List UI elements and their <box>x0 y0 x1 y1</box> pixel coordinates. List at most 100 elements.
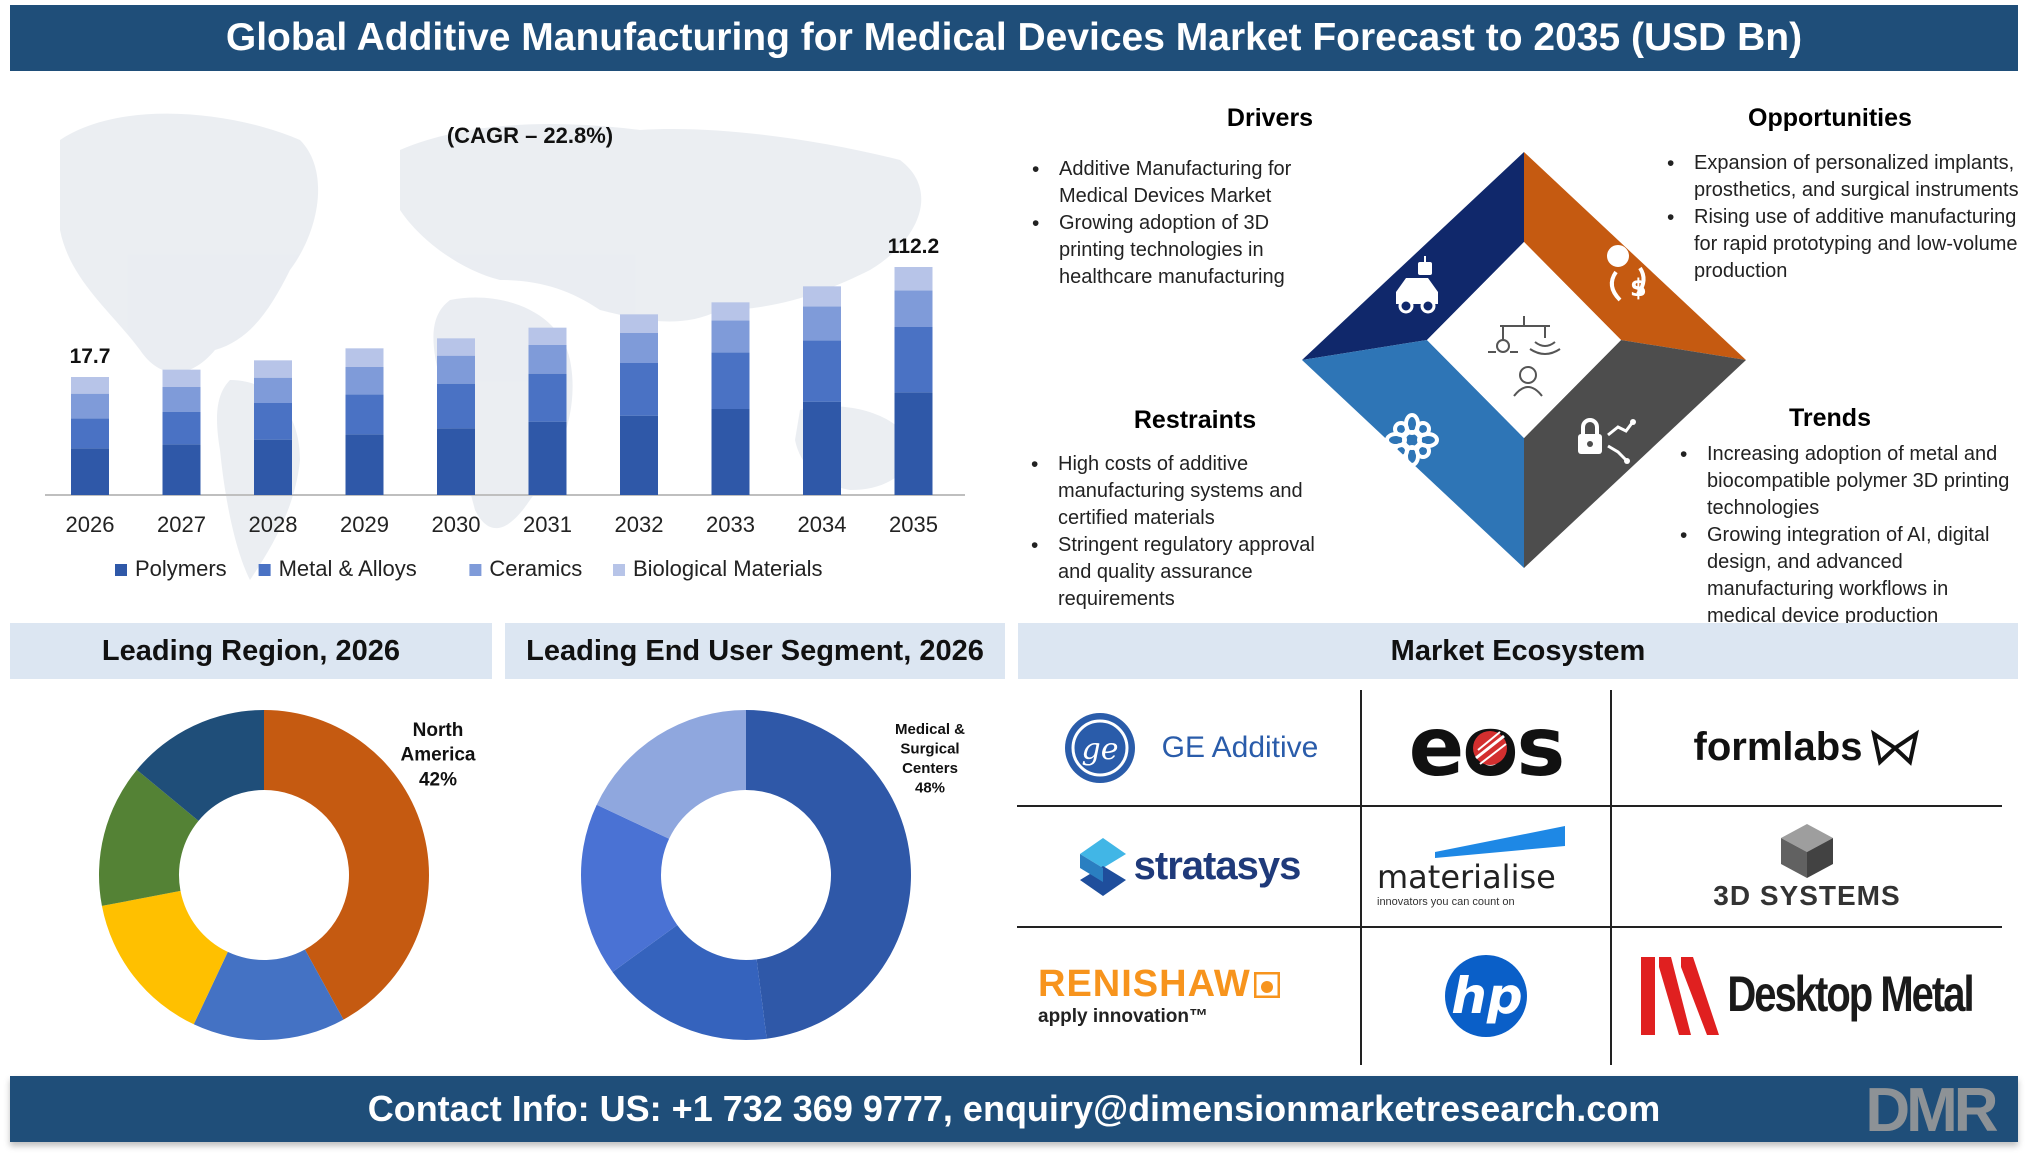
bar-segment <box>71 377 109 394</box>
callout-line: 48% <box>915 780 945 797</box>
renishaw-tagline: apply innovation™ <box>1038 1006 1208 1027</box>
bar-segment <box>345 367 384 395</box>
bar-segment <box>254 377 292 403</box>
drivers-item: Additive Manufacturing for Medical Devic… <box>1030 156 1320 210</box>
bar-segment <box>437 383 475 429</box>
drivers-item: Growing adoption of 3D printing technolo… <box>1030 210 1320 291</box>
bar-segment <box>803 306 841 341</box>
svg-text:$: $ <box>1630 274 1647 302</box>
legend-swatch <box>258 564 271 576</box>
bar-segment <box>528 421 567 495</box>
materialise-tagline: innovators you can count on <box>1377 895 1515 908</box>
bar-segment <box>162 411 201 445</box>
diamond-opportunities-segment <box>1524 152 1746 360</box>
stratasys-logo: stratasys <box>1018 807 1360 926</box>
end-user-donut-chart: Medical & Surgical Centers 48% <box>581 710 965 1040</box>
svg-text:ge: ge <box>1081 732 1118 767</box>
3d-systems-cube-icon <box>1781 823 1833 878</box>
materialise-swoosh-icon <box>1435 825 1565 858</box>
renishaw-logo: RENISHAW apply innovation™ <box>1018 928 1360 1063</box>
donut-slice <box>264 710 429 1020</box>
title-banner: Global Additive Manufacturing for Medica… <box>10 5 2018 71</box>
bar-segment <box>894 392 933 495</box>
donut-slice <box>612 924 767 1040</box>
ecosystem-section-header: Market Ecosystem <box>1018 623 2018 679</box>
drivers-title-text: Drivers <box>1226 104 1314 132</box>
gear-flower-icon <box>1385 413 1439 467</box>
bar-segment <box>894 267 933 291</box>
total-data-label: 112.2 <box>888 235 939 258</box>
category-tick-label: 2026 <box>66 512 115 537</box>
formlabs-butterfly-icon <box>1871 729 1920 766</box>
legend-label: Polymers <box>135 556 227 581</box>
robot-car-icon <box>1396 256 1438 314</box>
legend-label: Ceramics <box>489 556 582 581</box>
donut-slice <box>136 710 264 821</box>
opportunities-title-text: Opportunities <box>1748 104 1912 132</box>
bar-segment <box>254 439 292 495</box>
donut-slice <box>193 949 344 1040</box>
bar-segment <box>711 320 750 353</box>
eos-emblem-icon <box>1473 731 1507 765</box>
world-map-background <box>60 113 922 580</box>
category-tick-label: 2035 <box>889 512 938 537</box>
desktop-metal-text: Desktop Metal <box>1727 967 1974 1023</box>
donut-slice <box>746 710 911 1039</box>
opportunities-item: Rising use of additive manufacturing for… <box>1665 204 2028 285</box>
dmr-logo: DMR <box>1850 1070 2010 1150</box>
end-user-section-title: Leading End User Segment, 2026 <box>526 634 984 667</box>
cagr-annotation: (CAGR – 22.8%) <box>447 123 613 148</box>
grid-divider <box>1610 690 1612 1065</box>
contact-banner: Contact Info: US: +1 732 369 9777, enqui… <box>10 1076 2018 1142</box>
opportunities-item: Expansion of personalized implants, pros… <box>1665 150 2028 204</box>
bar-segment <box>528 345 567 374</box>
diamond-trends-segment <box>1524 340 1746 568</box>
callout-line: North <box>413 720 464 741</box>
bar-segment <box>254 403 292 440</box>
bar-segment <box>711 409 750 495</box>
bar-segment <box>345 434 384 495</box>
bar-segment <box>894 327 933 393</box>
diamond-drivers-segment <box>1302 152 1524 360</box>
bar-segment <box>71 418 109 449</box>
contact-info: Contact Info: US: +1 732 369 9777, enqui… <box>367 1088 1661 1129</box>
category-tick-label: 2028 <box>249 512 298 537</box>
donut-slice <box>101 890 228 1025</box>
dollar-cycle-icon: $ <box>1607 245 1647 302</box>
hp-badge-icon: hp <box>1445 954 1527 1037</box>
diamond-center <box>1427 242 1621 438</box>
restraints-list: High costs of additive manufacturing sys… <box>1029 451 1339 613</box>
materialise-logo: materialise innovators you can count on <box>1362 807 1610 926</box>
diamond-restraints-segment <box>1302 340 1524 568</box>
bar-segment <box>620 314 658 333</box>
bar-segment <box>711 352 750 409</box>
desktop-metal-logo: Desktop Metal <box>1612 928 2002 1063</box>
category-tick-label: 2032 <box>615 512 664 537</box>
callout-line: Centers <box>902 760 958 777</box>
bar-segment <box>528 373 567 422</box>
legend-swatch <box>469 564 482 576</box>
renishaw-emblem-icon <box>1253 971 1280 998</box>
bar-segment <box>437 428 475 495</box>
market-dynamics-diamond: $ <box>1302 152 1746 568</box>
legend-swatch <box>613 564 625 576</box>
legend-item: Biological Materials <box>613 556 823 581</box>
restraints-item: Stringent regulatory approval and qualit… <box>1029 532 1339 613</box>
callout-line: Surgical <box>900 741 959 758</box>
ge-monogram-icon: ge <box>1064 712 1135 783</box>
bar-segment <box>620 333 658 363</box>
legend-item: Ceramics <box>469 556 582 581</box>
3d-systems-logo: 3D SYSTEMS <box>1612 807 2002 926</box>
total-data-label: 17.7 <box>70 345 111 368</box>
eos-logo: eos <box>1362 690 1610 805</box>
ge-additive-logo: ge GE Additive <box>1018 690 1360 805</box>
donut-slice <box>596 710 746 839</box>
stratasys-text: stratasys <box>1133 844 1302 888</box>
trends-list: Increasing adoption of metal and biocomp… <box>1678 441 2018 630</box>
bar-segment <box>162 444 201 495</box>
end-user-callout: Medical & Surgical Centers 48% <box>895 721 965 797</box>
category-tick-label: 2034 <box>798 512 847 537</box>
grid-divider <box>1360 690 1362 1065</box>
callout-line: Medical & <box>895 721 965 738</box>
